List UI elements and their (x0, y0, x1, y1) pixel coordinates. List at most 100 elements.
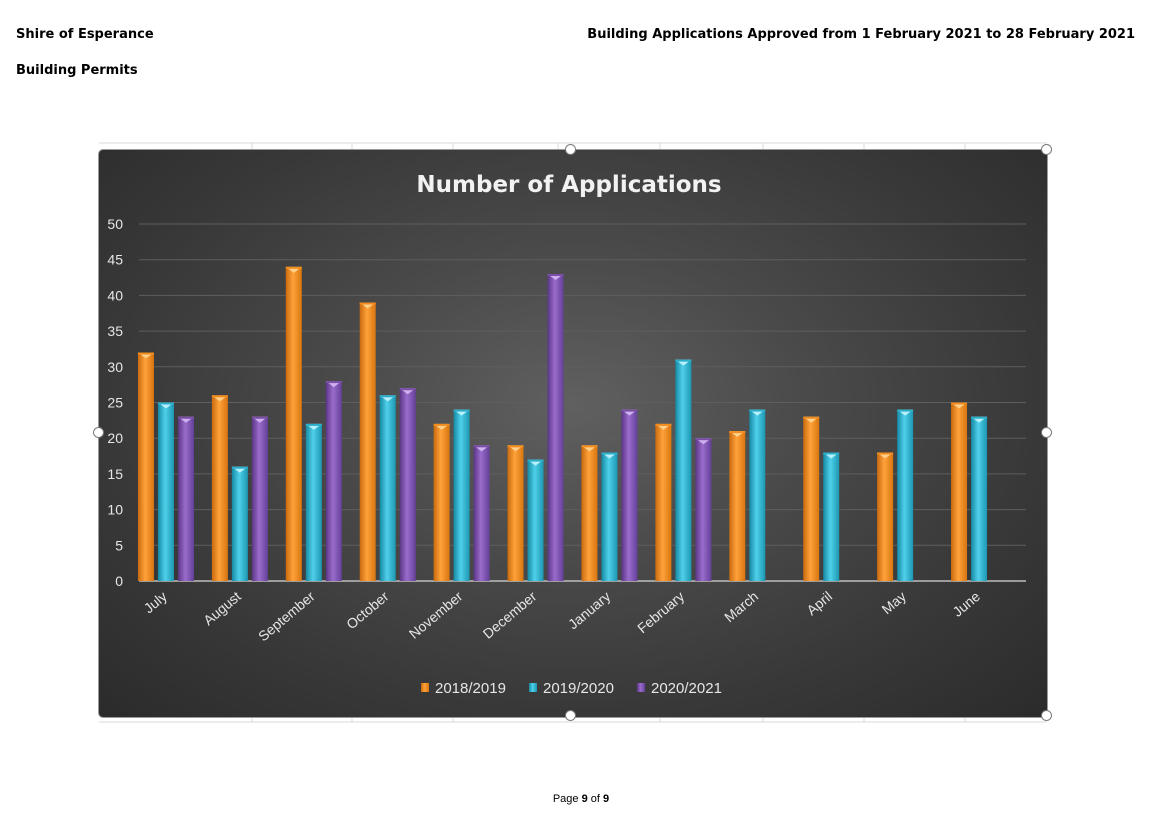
resize-handle-right[interactable] (1041, 427, 1052, 438)
legend-swatch (637, 683, 645, 692)
bar-2018-2019-april[interactable] (803, 416, 820, 581)
resize-handle-bottom-right[interactable] (1041, 710, 1052, 721)
bar-2019-2020-march[interactable] (749, 409, 766, 581)
bar-2019-2020-october[interactable] (379, 395, 396, 581)
bar-2019-2020-august[interactable] (231, 466, 248, 581)
legend-swatch (529, 683, 537, 692)
bar-top-edge (251, 416, 268, 419)
resize-handle-left[interactable] (93, 427, 104, 438)
resize-handle-bottom[interactable] (565, 710, 576, 721)
section-title: Building Permits (16, 63, 138, 78)
legend-item-2018-2019[interactable]: 2018/2019 (421, 680, 506, 697)
bar-2019-2020-may[interactable] (897, 409, 914, 581)
bar-top-edge (581, 445, 598, 448)
bar-top-edge (285, 266, 302, 269)
bar-top-edge (547, 273, 564, 276)
bar-top-edge (453, 409, 470, 412)
y-tick-label: 20 (107, 430, 123, 446)
bar-top-edge (325, 381, 342, 384)
x-category-label: December (480, 588, 540, 642)
page-current: 9 (581, 793, 588, 805)
x-category-label: May (879, 588, 910, 617)
bar-2018-2019-december[interactable] (507, 445, 524, 581)
bar-2019-2020-september[interactable] (305, 423, 322, 581)
bar-2018-2019-september[interactable] (285, 266, 302, 581)
applications-chart[interactable]: Number of Applications 0 5 10 15 20 25 30 35 40 4… (99, 150, 1047, 717)
chart-canvas: Number of Applications 0 5 10 15 20 25 30 35 40 4… (107, 172, 1026, 697)
bar-2019-2020-july[interactable] (157, 402, 174, 582)
bar-top-edge (231, 466, 248, 469)
bar-top-edge (695, 438, 712, 441)
y-tick-label: 10 (107, 502, 123, 518)
legend-item-2019-2020[interactable]: 2019/2020 (529, 680, 614, 697)
x-category-label: August (200, 588, 244, 628)
y-tick-label: 5 (115, 537, 123, 553)
bar-2020-2021-january[interactable] (621, 409, 638, 581)
bar-top-edge (211, 395, 228, 398)
bar-2018-2019-october[interactable] (359, 302, 376, 581)
bar-2018-2019-march[interactable] (729, 431, 746, 581)
y-tick-label: 35 (107, 323, 123, 339)
legend-label: 2019/2020 (543, 680, 614, 697)
x-category-label: July (141, 588, 170, 616)
bar-2020-2021-october[interactable] (399, 388, 416, 581)
bar-2019-2020-january[interactable] (601, 452, 618, 581)
chart-title: Number of Applications (416, 172, 721, 198)
x-category-label: April (803, 588, 835, 618)
y-tick-label: 45 (107, 252, 123, 268)
x-category-label: January (565, 588, 613, 632)
x-category-label: October (343, 588, 392, 632)
bar-top-edge (177, 416, 194, 419)
bar-top-edge (157, 402, 174, 405)
bar-2018-2019-november[interactable] (433, 423, 450, 581)
bar-top-edge (507, 445, 524, 448)
bar-top-edge (951, 402, 968, 405)
page-number: Page 9 of 9 (0, 793, 1162, 805)
bar-top-edge (359, 302, 376, 305)
y-tick-label: 15 (107, 466, 123, 482)
resize-handle-top[interactable] (565, 144, 576, 155)
bar-top-edge (305, 423, 322, 426)
bar-top-edge (971, 416, 988, 419)
y-tick-label: 40 (107, 287, 123, 303)
bar-top-edge (749, 409, 766, 412)
y-tick-label: 0 (115, 573, 123, 589)
x-category-label: February (634, 588, 687, 636)
of-word: of (590, 793, 600, 805)
bar-2019-2020-december[interactable] (527, 459, 544, 581)
bar-top-edge (473, 445, 490, 448)
legend-label: 2020/2021 (651, 680, 722, 697)
legend-label: 2018/2019 (435, 680, 506, 697)
bar-2019-2020-june[interactable] (971, 416, 988, 581)
bar-2019-2020-april[interactable] (823, 452, 840, 581)
bar-2020-2021-december[interactable] (547, 273, 564, 581)
bar-top-edge (877, 452, 894, 455)
legend-item-2020-2021[interactable]: 2020/2021 (637, 680, 722, 697)
bar-2018-2019-august[interactable] (211, 395, 228, 581)
bar-2018-2019-january[interactable] (581, 445, 598, 581)
x-category-label: September (255, 588, 318, 644)
legend-swatch (421, 683, 429, 692)
bar-2018-2019-july[interactable] (137, 352, 154, 581)
bar-2020-2021-november[interactable] (473, 445, 490, 581)
bar-top-edge (823, 452, 840, 455)
bar-2020-2021-july[interactable] (177, 416, 194, 581)
bar-2020-2021-august[interactable] (251, 416, 268, 581)
bar-2018-2019-june[interactable] (951, 402, 968, 582)
bar-2018-2019-may[interactable] (877, 452, 894, 581)
bar-top-edge (433, 423, 450, 426)
bar-top-edge (729, 431, 746, 434)
bar-2020-2021-september[interactable] (325, 381, 342, 581)
bar-top-edge (897, 409, 914, 412)
bar-top-edge (803, 416, 820, 419)
bar-2020-2021-february[interactable] (695, 438, 712, 581)
report-title: Building Applications Approved from 1 Fe… (587, 27, 1135, 42)
resize-handle-top-right[interactable] (1041, 144, 1052, 155)
bar-2019-2020-november[interactable] (453, 409, 470, 581)
bar-2019-2020-february[interactable] (675, 359, 692, 581)
bar-top-edge (655, 423, 672, 426)
bar-top-edge (137, 352, 154, 355)
bar-top-edge (621, 409, 638, 412)
bar-2018-2019-february[interactable] (655, 423, 672, 581)
